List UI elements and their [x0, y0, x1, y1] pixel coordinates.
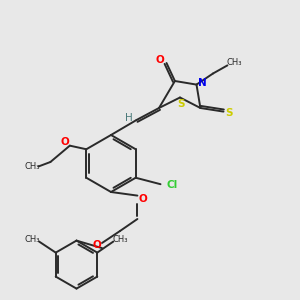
Text: S: S	[225, 108, 233, 118]
Text: Cl: Cl	[167, 180, 178, 190]
Text: O: O	[92, 240, 101, 250]
Text: O: O	[138, 194, 147, 205]
Text: O: O	[155, 55, 164, 65]
Text: H: H	[125, 112, 133, 123]
Text: O: O	[61, 137, 69, 147]
Text: S: S	[177, 99, 184, 109]
Text: N: N	[197, 78, 206, 88]
Text: CH₃: CH₃	[24, 162, 40, 171]
Text: CH₃: CH₃	[112, 236, 128, 244]
Text: CH₃: CH₃	[25, 236, 40, 244]
Text: CH₃: CH₃	[226, 58, 242, 67]
